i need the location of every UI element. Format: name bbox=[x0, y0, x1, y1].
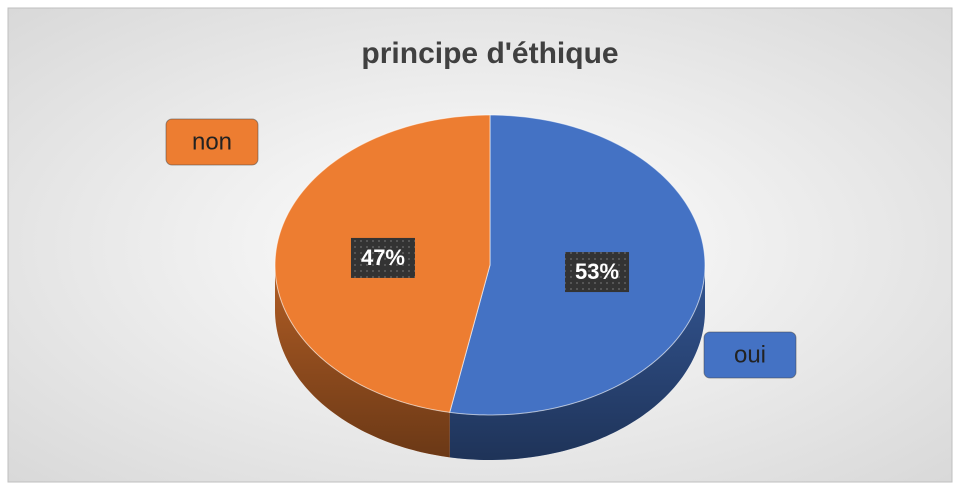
chart-title: principe d'éthique bbox=[361, 37, 618, 70]
pie: 53% oui 47% non bbox=[165, 114, 797, 460]
data-label: 47% bbox=[361, 245, 405, 270]
data-label-box bbox=[350, 237, 415, 278]
data-label-box bbox=[565, 252, 630, 293]
slice-side-shade bbox=[449, 265, 705, 460]
data-label: 53% bbox=[575, 259, 619, 284]
category-label: oui bbox=[734, 341, 766, 368]
legend-box bbox=[703, 331, 797, 379]
category-label: non bbox=[192, 128, 232, 155]
legend-box bbox=[165, 118, 259, 166]
slice-side-shade bbox=[275, 265, 450, 458]
